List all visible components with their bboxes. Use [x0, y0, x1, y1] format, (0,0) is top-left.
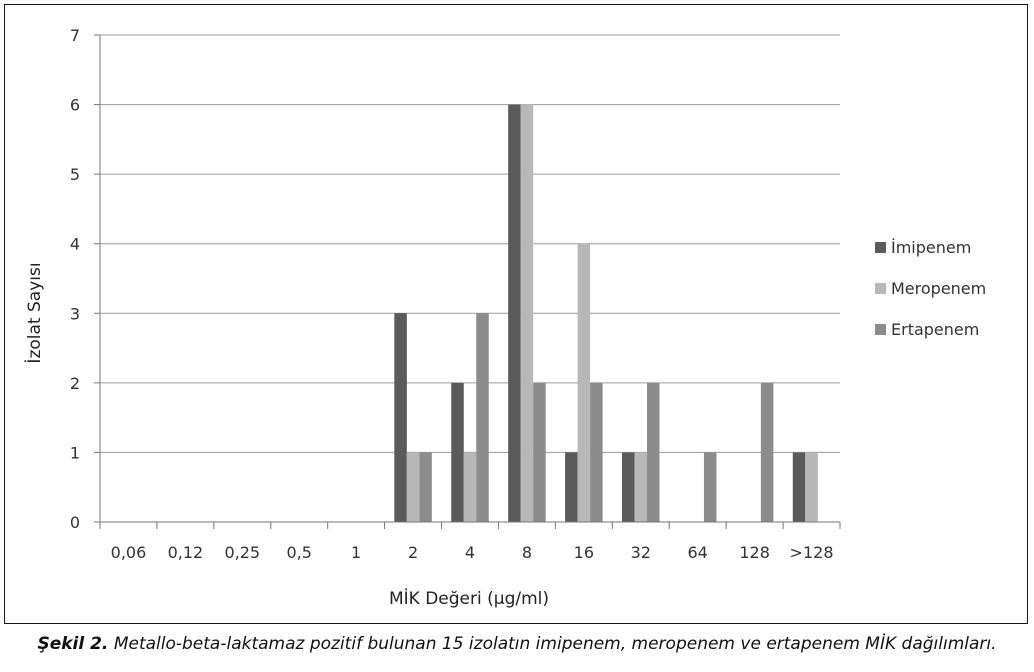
bars: [394, 104, 818, 523]
bar: [792, 452, 806, 522]
chart-frame: [4, 4, 1028, 624]
y-tick-label: 6: [70, 96, 80, 115]
bar: [520, 104, 534, 523]
x-tick-label: 2: [408, 543, 418, 562]
bar: [565, 452, 578, 522]
y-tick-label: 5: [70, 165, 80, 184]
x-tick-label: 64: [688, 543, 708, 562]
bar: [622, 452, 635, 522]
x-tick-labels: 0,06 0,12 0,25 0,5 1 2 4 8 16 32 64 128 >128: [111, 543, 834, 562]
y-axis-label: İzolat Sayısı: [24, 262, 45, 363]
bar: [406, 452, 420, 522]
y-tick-label: 1: [70, 443, 80, 462]
x-tick-label: 4: [465, 543, 475, 562]
y-tick-labels: 0 1 2 3 4 5 6 7: [70, 26, 80, 532]
bar: [533, 382, 546, 522]
bar: [805, 452, 818, 522]
legend-swatch: [875, 283, 886, 294]
x-tick-label: 0,5: [287, 543, 312, 562]
y-tick-label: 7: [70, 26, 80, 45]
legend-swatch: [875, 324, 886, 335]
bar: [647, 382, 660, 522]
bar: [590, 382, 603, 522]
y-tick-label: 3: [70, 304, 80, 323]
y-tick-label: 4: [70, 235, 80, 254]
bar-chart: 0 1 2 3 4 5 6 7 0,06 0,12 0,25 0,5 1 2 4 8 16 32 64 128 >12…: [24, 26, 986, 609]
x-tick-label: 0,12: [168, 543, 204, 562]
x-tick-label: 0,06: [111, 543, 147, 562]
bar: [451, 382, 464, 522]
axes: [99, 35, 841, 529]
x-axis-label: MİK Değeri (µg/ml): [389, 588, 549, 609]
grid-lines: [94, 34, 840, 523]
x-tick-label: >128: [790, 543, 834, 562]
bar: [703, 452, 717, 522]
x-tick-label: 8: [522, 543, 532, 562]
legend-label: Ertapenem: [891, 320, 979, 339]
x-tick-label: 0,25: [224, 543, 260, 562]
legend-swatch: [875, 242, 886, 253]
bar: [394, 313, 407, 522]
legend-label: Meropenem: [891, 279, 986, 298]
bar: [463, 452, 477, 522]
caption-text: Metallo-beta-laktamaz pozitif bulunan 15…: [113, 634, 997, 654]
x-tick-label: 1: [351, 543, 361, 562]
bar: [508, 104, 521, 523]
y-tick-label: 2: [70, 374, 80, 393]
x-tick-label: 128: [739, 543, 770, 562]
bar: [476, 313, 489, 522]
bar: [760, 382, 774, 522]
legend-label: İmipenem: [891, 238, 971, 257]
bar: [577, 243, 591, 522]
figure-caption: Şekil 2. Metallo-beta-laktamaz pozitif b…: [0, 634, 1034, 654]
bar: [634, 452, 648, 522]
caption-label: Şekil 2.: [37, 634, 109, 654]
legend: İmipenem Meropenem Ertapenem: [875, 238, 986, 339]
x-tick-label: 16: [574, 543, 594, 562]
bar: [419, 452, 432, 522]
y-tick-label: 0: [70, 513, 80, 532]
x-tick-label: 32: [631, 543, 651, 562]
